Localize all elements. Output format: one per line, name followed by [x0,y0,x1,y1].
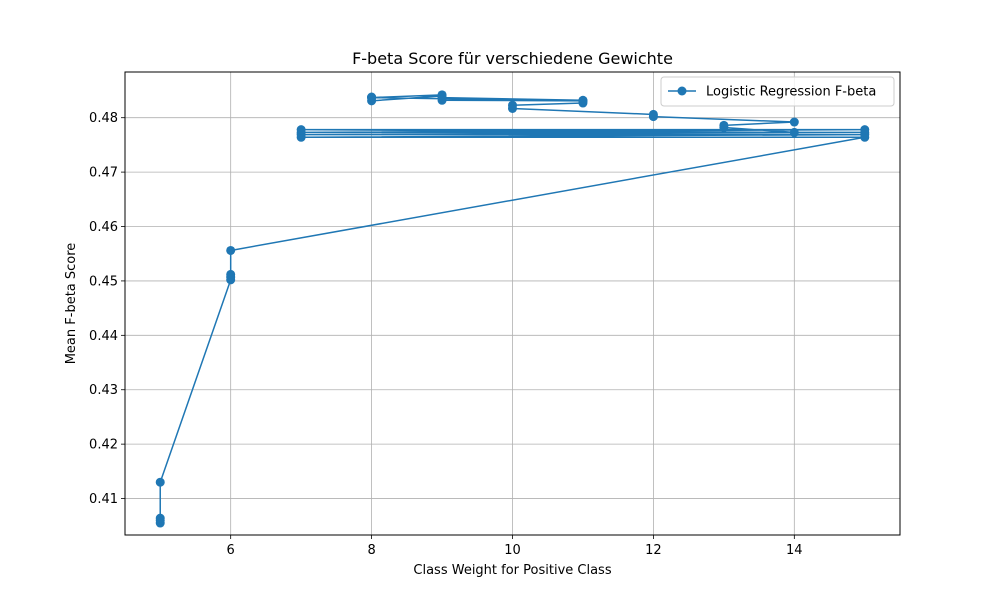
y-tick-label: 0.43 [89,383,118,398]
series-layer [155,90,870,528]
legend-marker-sample [677,86,687,96]
y-tick-label: 0.48 [89,111,118,126]
data-point [226,245,236,255]
y-axis-label: Mean F-beta Score [64,243,79,365]
y-axis: 0.41 0.42 0.43 0.44 0.45 0.46 0.47 0.48 [89,111,125,507]
data-point [367,92,377,102]
data-point [155,477,165,487]
data-point [648,109,658,119]
data-point [789,117,799,127]
data-point [789,127,799,137]
y-tick-label: 0.47 [89,166,118,181]
x-tick-label: 8 [367,543,375,558]
data-point [155,513,165,523]
y-tick-label: 0.46 [89,220,118,235]
data-point [860,125,870,135]
y-tick-label: 0.42 [89,438,118,453]
data-point [508,100,517,110]
x-axis: 6 8 10 12 14 [227,535,803,558]
x-tick-label: 14 [786,543,803,558]
legend: Logistic Regression F-beta [660,76,895,107]
data-point [437,90,447,100]
data-point [578,95,588,105]
y-tick-label: 0.45 [89,274,118,289]
data-point [719,120,729,130]
data-point [296,125,306,135]
legend-box [660,76,895,107]
legend-label: Logistic Regression F-beta [706,85,876,100]
data-point [226,269,236,279]
grid [125,72,900,535]
y-tick-label: 0.44 [89,329,118,344]
x-axis-label: Class Weight for Positive Class [413,563,611,578]
x-tick-label: 12 [645,543,662,558]
x-tick-label: 10 [504,543,521,558]
x-tick-label: 6 [227,543,235,558]
chart-title: F-beta Score für verschiedene Gewichte [352,49,673,68]
y-tick-label: 0.41 [89,492,118,507]
